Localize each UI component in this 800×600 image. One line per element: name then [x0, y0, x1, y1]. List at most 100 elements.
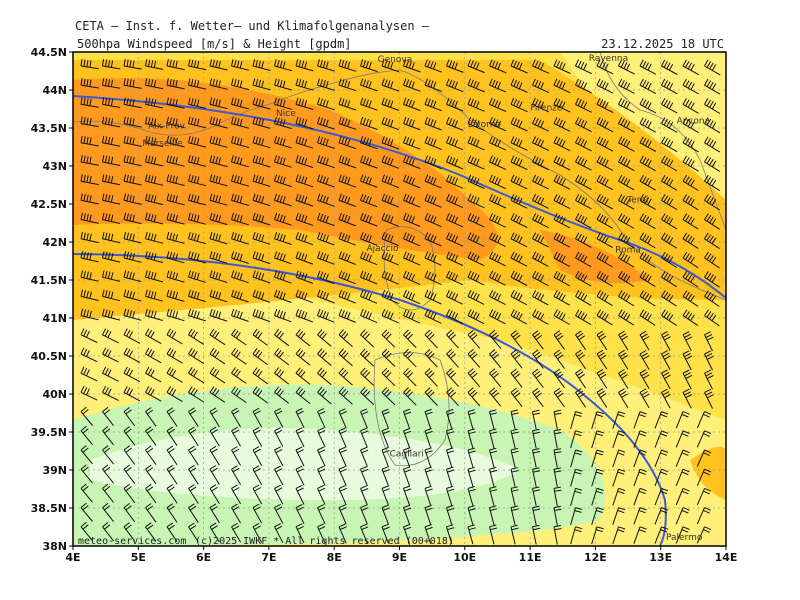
wind-barb [510, 368, 523, 388]
coastline-mainland [73, 69, 726, 301]
wind-barb [338, 59, 357, 72]
wind-barb [360, 78, 378, 92]
wind-barb [145, 193, 164, 206]
wind-barb [682, 271, 699, 288]
wind-barb [553, 368, 565, 389]
wind-barb [252, 465, 263, 486]
wind-barb [532, 97, 550, 113]
wind-barb [360, 427, 369, 448]
wind-barb [317, 446, 326, 467]
wind-barb [532, 193, 549, 209]
wind-barb [612, 468, 626, 487]
wind-barb [661, 155, 678, 172]
wind-barb [317, 78, 335, 91]
wind-barb [575, 78, 592, 94]
wind-barb [360, 251, 378, 266]
city-label: Ajaccio [366, 244, 399, 254]
wind-barb [654, 449, 669, 467]
wind-barb [532, 428, 541, 449]
wind-barb [467, 349, 481, 368]
wind-barb [639, 78, 657, 95]
wind-barb [596, 270, 613, 287]
wind-barb [209, 155, 228, 168]
wind-barb [295, 484, 305, 505]
wind-barb [654, 507, 669, 525]
wind-barb [675, 526, 690, 544]
coastline-sardinia [373, 352, 450, 467]
wind-barb [424, 193, 442, 208]
wind-barb [553, 486, 562, 507]
wind-barb [123, 289, 142, 302]
wind-barb [381, 136, 400, 150]
wind-barb [295, 465, 305, 486]
wind-barb [682, 194, 699, 211]
wind-barb [274, 446, 284, 467]
wind-barb [424, 368, 438, 387]
wind-barb [489, 466, 498, 487]
wind-barb [467, 174, 485, 189]
wind-barb [381, 504, 390, 525]
wind-barb [274, 59, 293, 72]
wind-barb [123, 59, 142, 70]
wind-barb [553, 270, 571, 287]
wind-barb [403, 116, 421, 131]
wind-barb [166, 270, 185, 283]
wind-barb [123, 135, 142, 147]
wind-barb [570, 507, 583, 526]
wind-barb [102, 97, 121, 108]
wind-barb [618, 117, 635, 133]
wind-barb [596, 174, 614, 191]
wind-barb [295, 116, 314, 130]
wind-barb [639, 97, 657, 114]
wind-barb [553, 467, 562, 487]
wind-barb [575, 309, 592, 326]
wind-barb [575, 117, 592, 133]
wind-barb [252, 116, 271, 129]
wind-barb [123, 78, 142, 89]
wind-barb [338, 212, 357, 227]
wind-barb [575, 59, 593, 75]
wind-barb [317, 465, 326, 486]
wind-barb [231, 386, 247, 404]
wind-barb [123, 366, 141, 383]
wind-barb [661, 174, 678, 191]
wind-barb [338, 367, 353, 386]
wind-barb [317, 408, 326, 429]
wind-barb [295, 523, 305, 544]
wind-barb [675, 430, 690, 448]
wind-barb [80, 366, 98, 382]
wind-barb [102, 59, 121, 70]
wind-barb [532, 232, 549, 248]
wind-barb [532, 289, 549, 306]
wind-barb [612, 507, 626, 525]
wind-barb [532, 409, 541, 430]
wind-barb [166, 97, 185, 109]
coastline-corsica [383, 226, 436, 311]
wind-barb [682, 155, 699, 172]
city-label: Terni [626, 195, 648, 205]
wind-barb [403, 504, 412, 525]
wind-barb [166, 484, 178, 504]
lat-tick-label: 40.5N [31, 350, 67, 363]
wind-barb [639, 350, 650, 370]
wind-barb [553, 330, 565, 350]
wind-barb [80, 212, 99, 224]
wind-barb [704, 98, 721, 114]
wind-barb [467, 155, 485, 170]
wind-barb [553, 349, 565, 369]
wind-barb [446, 251, 464, 266]
map-datetime: 23.12.2025 18 UTC [601, 37, 724, 51]
wind-barb [274, 135, 292, 149]
wind-barb [209, 367, 226, 384]
wind-barb [102, 193, 121, 205]
wind-barb [123, 174, 142, 186]
lat-tick-label: 38N [42, 540, 67, 553]
wind-barb [403, 155, 421, 170]
wind-barb [145, 503, 157, 523]
wind-barb [123, 231, 142, 244]
wind-barb [510, 486, 519, 507]
wind-barb [209, 270, 228, 283]
wind-barb [570, 487, 583, 506]
wind-barb [338, 136, 357, 150]
wind-barb [575, 193, 592, 210]
